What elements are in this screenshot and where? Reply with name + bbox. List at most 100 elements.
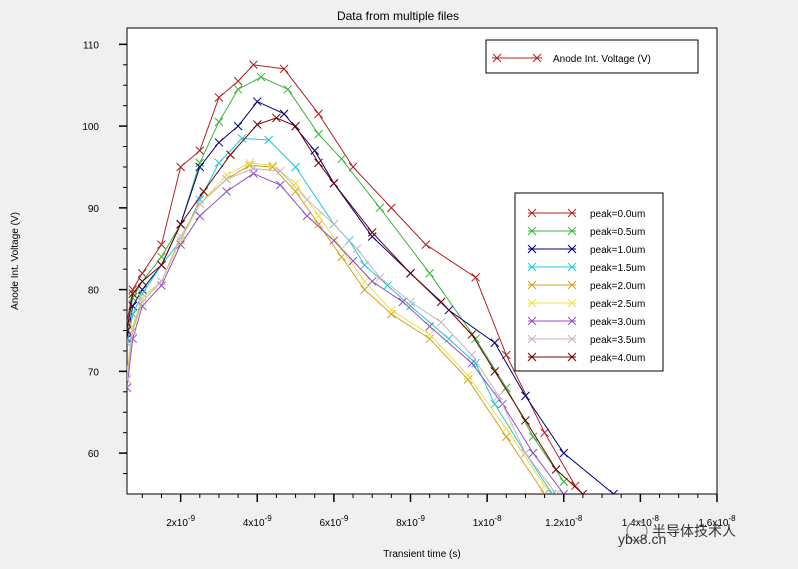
y-tick-label: 70 <box>88 367 100 378</box>
data-point <box>314 219 323 229</box>
data-point <box>233 121 243 131</box>
data-point <box>528 432 538 442</box>
data-point <box>245 158 254 168</box>
data-point <box>157 260 166 270</box>
data-point <box>268 160 277 170</box>
data-point <box>494 391 503 401</box>
data-point <box>314 129 323 139</box>
data-point <box>398 297 408 307</box>
data-point <box>383 281 392 290</box>
data-point <box>195 158 205 168</box>
series-legend-box <box>514 192 664 372</box>
data-point <box>137 285 147 294</box>
data-point <box>360 285 369 294</box>
data-point <box>302 195 312 205</box>
legend-marker-icon <box>527 352 577 362</box>
legend-label: peak=3.0um <box>590 317 645 328</box>
data-point <box>421 240 431 250</box>
data-point <box>467 350 477 360</box>
data-point <box>128 334 138 344</box>
legend-marker-icon <box>527 208 577 218</box>
legend-marker-icon <box>527 334 577 344</box>
data-point <box>214 117 224 127</box>
legend-label: peak=2.0um <box>590 281 645 292</box>
top-legend-marker-icon <box>492 53 542 63</box>
legend-label: peak=1.5um <box>590 263 645 274</box>
data-point <box>283 84 293 94</box>
watermark-text: 半导体技术人 <box>652 523 736 539</box>
series-layer <box>127 60 618 494</box>
data-point <box>127 338 132 348</box>
data-point <box>386 305 396 315</box>
data-point <box>551 465 561 474</box>
data-point <box>214 93 224 102</box>
data-point <box>609 489 618 494</box>
data-point <box>559 489 569 494</box>
legend-label: peak=2.5um <box>590 299 645 310</box>
data-point <box>176 219 185 229</box>
data-point <box>329 178 339 188</box>
legend-label: peak=3.5um <box>590 335 645 346</box>
data-point <box>314 109 323 119</box>
data-point <box>367 232 377 241</box>
data-point <box>490 367 500 376</box>
series-line-peak=1.5um <box>127 137 553 494</box>
data-point <box>578 489 588 494</box>
data-point <box>406 268 415 278</box>
legend-marker-icon <box>527 316 577 326</box>
data-point <box>195 146 205 155</box>
data-point <box>425 322 435 331</box>
data-point <box>279 109 289 119</box>
data-point <box>291 121 300 131</box>
data-point <box>195 211 205 221</box>
data-point <box>291 178 300 188</box>
legend-label: peak=0.5um <box>590 227 645 238</box>
series-line-peak=0.5um <box>127 76 565 482</box>
data-point <box>226 150 235 160</box>
series-line-peak=0.0um <box>127 64 576 487</box>
series-group <box>127 60 618 494</box>
data-point <box>436 297 446 307</box>
top-legend: Anode Int. Voltage (V) <box>485 39 699 74</box>
watermark: 半导体技术人 ybx8.cn <box>618 520 736 547</box>
data-point <box>360 260 369 270</box>
data-point <box>467 358 477 368</box>
data-point <box>233 84 243 94</box>
data-point <box>252 120 262 129</box>
data-point <box>559 448 569 458</box>
data-point <box>467 330 477 339</box>
data-point <box>386 203 396 213</box>
data-point <box>137 268 147 278</box>
legend-label: peak=0.0um <box>590 209 645 220</box>
series-legend-items: peak=0.0um peak=0.5um peak=1.0um peak=1.5um… <box>527 208 645 364</box>
data-point <box>137 293 147 303</box>
data-point <box>367 277 377 286</box>
data-point <box>272 113 281 123</box>
data-point <box>291 162 300 172</box>
data-point <box>375 272 385 282</box>
data-point <box>425 268 435 278</box>
data-point <box>214 158 224 168</box>
data-point <box>540 481 549 491</box>
data-point <box>521 391 530 401</box>
data-point <box>137 289 147 299</box>
data-point <box>302 211 312 221</box>
data-point <box>264 135 274 145</box>
data-point <box>501 432 511 442</box>
data-point <box>348 256 358 266</box>
data-point <box>249 164 258 173</box>
data-point <box>406 297 415 307</box>
legend-marker-icon <box>527 298 577 308</box>
series-legend: peak=0.0um peak=0.5um peak=1.0um peak=1.5um… <box>514 192 664 372</box>
data-point <box>176 232 185 241</box>
y-tick-label: 100 <box>82 122 99 133</box>
data-point <box>490 338 500 348</box>
legend-marker-icon <box>527 262 577 272</box>
data-point <box>471 272 480 282</box>
data-point <box>279 64 289 74</box>
data-point <box>337 154 346 164</box>
data-point <box>195 162 205 172</box>
data-point <box>471 358 480 368</box>
data-point <box>521 448 530 458</box>
data-point <box>127 326 132 335</box>
